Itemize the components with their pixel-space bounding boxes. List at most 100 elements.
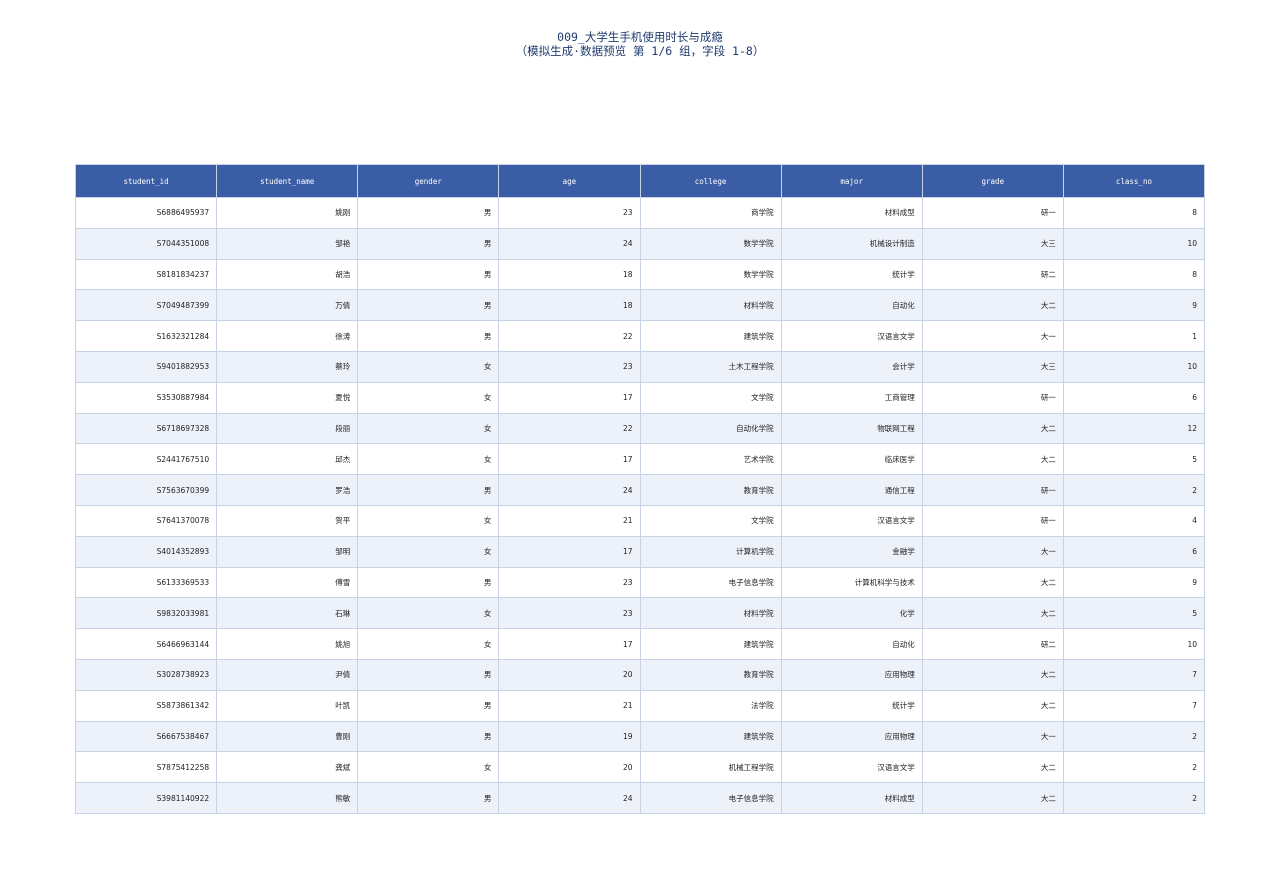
- table-cell: 临床医学: [780, 443, 923, 476]
- table-cell: 电子信息学院: [639, 566, 782, 599]
- table-cell: 自动化: [780, 289, 923, 322]
- subtitle: （模拟生成·数据预览 第 1/6 组，字段 1-8）: [515, 44, 765, 58]
- table-cell: 男: [357, 258, 500, 291]
- table-cell: 统计学: [780, 689, 923, 722]
- table-cell: 18: [498, 258, 641, 291]
- table-cell: 文学院: [639, 381, 782, 414]
- table-cell: 女: [357, 628, 500, 660]
- table-cell: 22: [498, 412, 641, 445]
- table-cell: 21: [498, 689, 641, 722]
- table-cell: 曹刚: [216, 720, 359, 753]
- table-cell: S7044351008: [74, 227, 218, 260]
- table-cell: 石琳: [216, 597, 359, 630]
- table-cell: S6718697328: [74, 412, 218, 445]
- table-cell: 大二: [921, 566, 1064, 599]
- table-cell: 土木工程学院: [639, 350, 782, 383]
- table-cell: S6133369533: [74, 566, 218, 599]
- table-cell: 徐涛: [216, 320, 359, 352]
- table-cell: S5873861342: [74, 689, 218, 722]
- table-cell: 金融学: [780, 535, 923, 568]
- table-cell: 自动化: [780, 628, 923, 660]
- table-cell: 23: [498, 566, 641, 599]
- table-cell: 男: [357, 227, 500, 260]
- table-cell: 大二: [921, 658, 1064, 691]
- table-cell: S8181834237: [74, 258, 218, 291]
- table-cell: 自动化学院: [639, 412, 782, 445]
- table-cell: 研一: [921, 381, 1064, 414]
- table-cell: 计算机科学与技术: [780, 566, 923, 599]
- table-cell: 大二: [921, 597, 1064, 630]
- table-row: S3028738923 尹倩男 20 教育学院 应用物理 大二 7: [74, 658, 1206, 691]
- table-cell: 统计学: [780, 258, 923, 291]
- table-cell: 汉语言文学: [780, 320, 923, 352]
- table-cell: 1: [1062, 320, 1206, 352]
- table-cell: 7: [1062, 658, 1206, 691]
- table-cell: 应用物理: [780, 658, 923, 691]
- table-cell: 12: [1062, 412, 1206, 445]
- table-cell: 大二: [921, 412, 1064, 445]
- table-cell: 2: [1062, 720, 1206, 753]
- table-cell: 商学院: [639, 197, 782, 229]
- table-row: S7049487399 万倩男 18 材料学院 自动化 大二 9: [74, 289, 1206, 322]
- column-header: college: [639, 164, 782, 198]
- table-row: S3981140922 熊敏男 24 电子信息学院 材料成型 大二 2: [74, 782, 1206, 814]
- table-cell: 男: [357, 289, 500, 322]
- table-cell: 夏悦: [216, 381, 359, 414]
- table-cell: 段丽: [216, 412, 359, 445]
- table-cell: S4014352893: [74, 535, 218, 568]
- table-cell: 19: [498, 720, 641, 753]
- table-cell: 2: [1062, 782, 1206, 814]
- table-cell: 男: [357, 197, 500, 229]
- table-row: S6667538467 曹刚男 19 建筑学院 应用物理 大一 2: [74, 720, 1206, 753]
- table-cell: 8: [1062, 197, 1206, 229]
- table-cell: S3028738923: [74, 658, 218, 691]
- table-cell: 17: [498, 535, 641, 568]
- table-cell: 18: [498, 289, 641, 322]
- table-cell: 罗浩: [216, 474, 359, 506]
- table-cell: 研一: [921, 197, 1064, 229]
- table-row: S9401882953 蔡玲女 23 土木工程学院 会计学 大三 10: [74, 350, 1206, 383]
- table-cell: 教育学院: [639, 474, 782, 506]
- data-table: student_id student_name gender age college ma…: [74, 164, 1206, 814]
- table-row: S1632321284 徐涛男 22 建筑学院 汉语言文学 大一 1: [74, 320, 1206, 352]
- column-header: student_name: [216, 164, 359, 198]
- table-cell: 23: [498, 197, 641, 229]
- table-cell: 23: [498, 350, 641, 383]
- table-row: S6133369533 傅雪男 23 电子信息学院 计算机科学与技术 大二 9: [74, 566, 1206, 599]
- table-cell: 17: [498, 628, 641, 660]
- column-header: class_no: [1062, 164, 1206, 198]
- table-cell: S6466963144: [74, 628, 218, 660]
- table-row: S3530887984 夏悦女 17 文学院 工商管理 研一 6: [74, 381, 1206, 414]
- table-row: S9832033981 石琳女 23 材料学院 化学 大二 5: [74, 597, 1206, 630]
- table-cell: 9: [1062, 289, 1206, 322]
- table-cell: 物联网工程: [780, 412, 923, 445]
- table-cell: 大一: [921, 320, 1064, 352]
- table-cell: 男: [357, 782, 500, 814]
- table-cell: 22: [498, 320, 641, 352]
- table-row: S8181834237 胡浩男 18 数学学院 统计学 研二 8: [74, 258, 1206, 291]
- table-cell: 大二: [921, 689, 1064, 722]
- table-cell: 工商管理: [780, 381, 923, 414]
- table-cell: 男: [357, 566, 500, 599]
- table-cell: 24: [498, 227, 641, 260]
- table-cell: 7: [1062, 689, 1206, 722]
- table-cell: 24: [498, 474, 641, 506]
- table-cell: 姚刚: [216, 197, 359, 229]
- table-cell: 女: [357, 504, 500, 537]
- table-row: S4014352893 邹明女 17 计算机学院 金融学 大一 6: [74, 535, 1206, 568]
- table-cell: 9: [1062, 566, 1206, 599]
- table-cell: 17: [498, 381, 641, 414]
- table-cell: 男: [357, 720, 500, 753]
- table-cell: S7049487399: [74, 289, 218, 322]
- table-cell: 6: [1062, 381, 1206, 414]
- table-cell: 大一: [921, 720, 1064, 753]
- table-cell: 汉语言文学: [780, 751, 923, 784]
- table-cell: 20: [498, 751, 641, 784]
- table-cell: S7875412258: [74, 751, 218, 784]
- table-cell: S7563670399: [74, 474, 218, 506]
- table-cell: 建筑学院: [639, 320, 782, 352]
- table-cell: 应用物理: [780, 720, 923, 753]
- table-cell: 大二: [921, 782, 1064, 814]
- table-cell: 数学学院: [639, 258, 782, 291]
- column-header: age: [498, 164, 641, 198]
